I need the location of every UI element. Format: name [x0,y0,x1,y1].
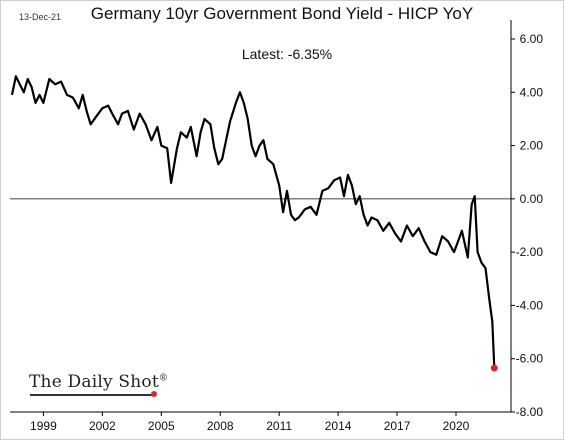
x-tick-label: 2005 [148,419,175,433]
latest-annotation: Latest: -6.35% [241,46,333,62]
chart-title: Germany 10yr Government Bond Yield - HIC… [90,4,474,23]
y-tick-label: -4.00 [516,298,544,312]
x-tick-label: 1999 [30,419,57,433]
y-tick-label: 4.00 [520,85,544,99]
brand-name: The Daily Shot [29,372,159,392]
x-tick-label: 2014 [325,419,352,433]
x-tick-label: 2011 [266,419,292,433]
y-tick-label: 2.00 [520,139,544,153]
x-tick-label: 2020 [443,419,470,433]
brand-dot [151,391,157,397]
y-axis-ticks: 6.00 4.00 2.00 0.00 -2.00 -4.00 -6.00 -8.00 [511,32,543,419]
y-tick-label: 6.00 [520,32,544,46]
date-stamp: 13-Dec-21 [19,12,62,22]
x-tick-label: 2002 [89,419,116,433]
series-line-yield-minus-hicp [10,75,496,369]
x-tick-label: 2008 [207,419,234,433]
x-axis-ticks: 1999 2002 2005 2008 2011 2014 2017 2020 [30,412,470,433]
brand-logo: The Daily Shot® [29,372,168,392]
brand-registered-mark: ® [158,373,169,384]
y-tick-label: -6.00 [516,352,544,366]
y-tick-label: 0.00 [520,192,544,206]
latest-value-marker [490,364,498,372]
brand-underline [30,394,154,396]
x-tick-label: 2017 [384,419,411,433]
y-tick-label: -8.00 [516,405,544,419]
y-tick-label: -2.00 [516,245,544,259]
